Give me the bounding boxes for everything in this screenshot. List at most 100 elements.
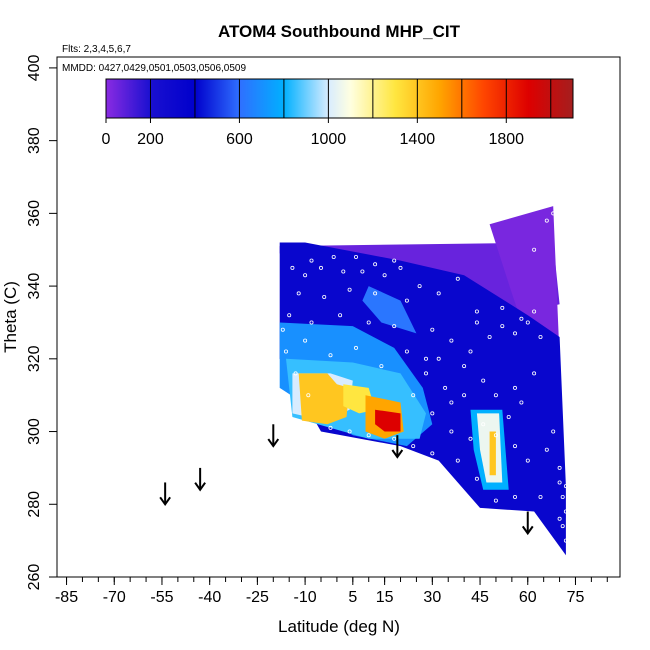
- x-tick-label-9: 45: [471, 589, 489, 606]
- sample-point-46: [557, 465, 562, 470]
- sample-point-25: [449, 338, 454, 343]
- sample-point-79: [306, 393, 311, 398]
- sample-point-78: [293, 371, 298, 376]
- dates-annotation: MMDD: 0427,0429,0501,0503,0506,0509: [62, 63, 246, 74]
- colorbar: 0 200 600 1000 1400 1800: [102, 78, 574, 148]
- sample-point-11: [404, 298, 409, 303]
- y-axis: 260 280 300 320 340 360 380 400: [26, 54, 57, 590]
- x-tick-label-1: -70: [103, 589, 126, 606]
- data-region-12: [375, 409, 401, 432]
- sample-point-29: [500, 324, 505, 329]
- colorbar-tick-label-3: 1000: [311, 131, 347, 148]
- sample-point-26: [462, 364, 467, 369]
- sample-point-7: [296, 291, 301, 296]
- sample-point-34: [462, 393, 467, 398]
- sample-point-17: [283, 349, 288, 354]
- x-tick-label-6: 5: [348, 589, 357, 606]
- sample-point-72: [309, 258, 314, 263]
- sample-point-67: [525, 320, 530, 325]
- sample-point-62: [417, 284, 422, 289]
- flight-arrow-2: [267, 424, 280, 448]
- sample-point-6: [398, 265, 403, 270]
- sample-point-20: [353, 345, 358, 350]
- sample-point-40: [468, 436, 473, 441]
- sample-point-74: [353, 254, 358, 259]
- sample-point-3: [341, 269, 346, 274]
- sample-point-88: [532, 371, 537, 376]
- data-region-4: [362, 286, 417, 334]
- sample-point-1: [303, 273, 308, 278]
- sample-point-73: [331, 254, 336, 259]
- data-region-13: [489, 431, 496, 476]
- sample-point-50: [557, 480, 562, 485]
- sample-point-4: [360, 269, 365, 274]
- sample-point-80: [411, 393, 416, 398]
- sample-point-35: [481, 378, 486, 383]
- y-tick-label-6: 380: [26, 127, 43, 154]
- y-tick-label-7: 400: [26, 54, 43, 81]
- sample-point-85: [481, 422, 486, 427]
- sample-point-57: [411, 444, 416, 449]
- sample-point-87: [519, 400, 524, 405]
- y-tick-label-1: 280: [26, 491, 43, 518]
- sample-point-13: [309, 320, 314, 325]
- sample-point-33: [443, 385, 448, 390]
- sample-point-71: [532, 247, 537, 252]
- sample-point-10: [373, 291, 378, 296]
- x-tick-label-4: -25: [246, 589, 269, 606]
- sample-point-60: [347, 429, 352, 434]
- sample-point-31: [519, 316, 524, 321]
- y-tick-label-5: 360: [26, 200, 43, 227]
- colorbar-tick-label-5: 1800: [488, 131, 524, 148]
- sample-point-69: [544, 218, 549, 223]
- sample-point-55: [455, 458, 460, 463]
- x-tick-label-11: 75: [567, 589, 585, 606]
- sample-point-12: [287, 313, 292, 318]
- sample-point-81: [423, 371, 428, 376]
- colorbar-tick-label-2: 600: [226, 131, 253, 148]
- colorbar-gradient: [105, 78, 574, 119]
- data-region-9: [298, 373, 350, 425]
- sample-point-24: [430, 327, 435, 332]
- sample-point-28: [487, 334, 492, 339]
- sample-point-9: [347, 287, 352, 292]
- sample-point-23: [423, 356, 428, 361]
- x-tick-label-2: -55: [150, 589, 173, 606]
- x-tick-label-0: -85: [55, 589, 78, 606]
- sample-point-2: [318, 265, 323, 270]
- sample-point-36: [493, 393, 498, 398]
- colorbar-tick-label-0: 0: [102, 131, 111, 148]
- colorbar-tick-label-4: 1400: [400, 131, 436, 148]
- sample-point-70: [551, 211, 556, 216]
- sample-point-16: [392, 324, 397, 329]
- sample-point-37: [513, 385, 518, 390]
- y-tick-label-4: 340: [26, 273, 43, 300]
- x-axis: -85 -70 -55 -40 -25 -10 5 15 30 45 60 75: [55, 577, 608, 606]
- sample-point-52: [513, 494, 518, 499]
- flight-arrow-4: [521, 511, 534, 536]
- sample-point-43: [525, 458, 530, 463]
- sample-point-14: [338, 313, 343, 318]
- data-region-8: [476, 413, 503, 483]
- sample-point-75: [373, 262, 378, 267]
- flight-arrow-3: [391, 435, 404, 459]
- flight-arrow-0: [159, 482, 171, 506]
- plot-frame: [56, 56, 621, 578]
- flight-arrow-1: [194, 467, 206, 492]
- sample-point-41: [493, 433, 498, 438]
- sample-point-58: [392, 436, 397, 441]
- sample-point-68: [538, 334, 543, 339]
- sample-point-22: [404, 349, 409, 354]
- sample-point-83: [449, 400, 454, 405]
- sample-point-30: [513, 331, 518, 336]
- chart-title: ATOM4 Southbound MHP_CIT: [218, 22, 461, 41]
- sample-point-86: [506, 414, 511, 419]
- sample-point-56: [430, 451, 435, 456]
- sample-point-90: [560, 524, 565, 529]
- sample-point-65: [474, 309, 479, 314]
- sample-point-38: [430, 411, 435, 416]
- sample-point-0: [290, 265, 295, 270]
- sample-point-47: [560, 494, 565, 499]
- sample-point-66: [500, 305, 505, 310]
